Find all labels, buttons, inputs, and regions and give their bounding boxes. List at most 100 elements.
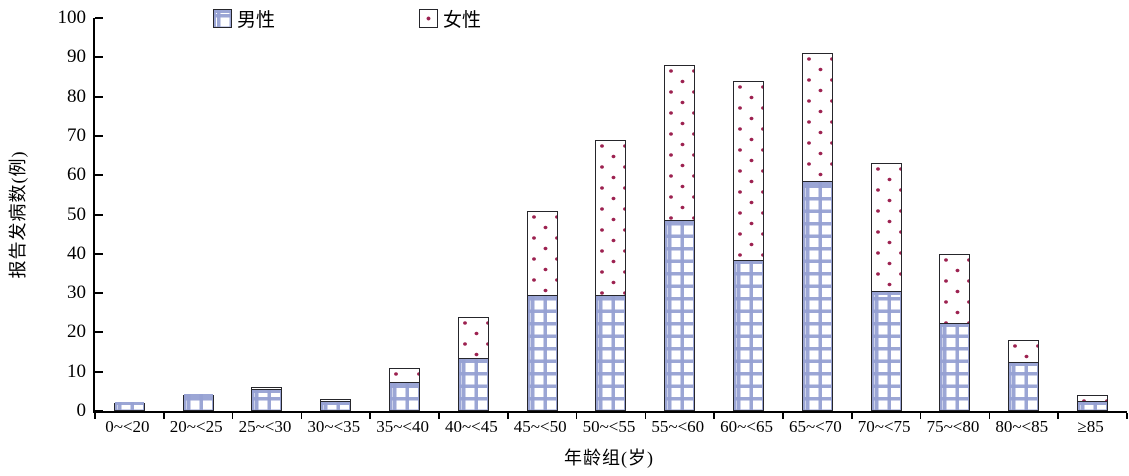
male-segment — [390, 382, 420, 410]
stacked-bar — [457, 316, 489, 411]
x-tick-mark — [300, 413, 303, 419]
male-segment — [596, 296, 626, 410]
x-tick-mark — [851, 413, 853, 419]
bar-slot — [233, 18, 302, 411]
x-category-label: 75~<80 — [926, 417, 980, 436]
male-legend-label: 男性 — [237, 10, 276, 31]
female-segment — [527, 211, 557, 297]
y-tick-mark — [95, 95, 103, 98]
stacked-bar — [182, 394, 214, 411]
bar-slot — [783, 18, 852, 411]
y-tick-mark — [95, 252, 103, 255]
female-segment — [390, 368, 420, 383]
bar-slot — [921, 18, 990, 411]
y-tick-mark — [95, 134, 103, 137]
x-tick-mark — [575, 413, 578, 419]
y-tick-mark — [95, 331, 103, 334]
female-segment — [458, 317, 488, 359]
male-segment — [734, 260, 764, 410]
stacked-bar — [664, 65, 696, 411]
male-segment — [1078, 402, 1108, 410]
male-segment — [802, 182, 832, 410]
bar-slot — [852, 18, 921, 411]
stacked-bar — [801, 53, 833, 411]
x-tick-mark — [988, 413, 991, 419]
bar-slot — [95, 18, 164, 411]
male-swatch-icon — [213, 9, 232, 28]
legend-item-female: 女性 — [419, 5, 481, 32]
y-tick-label: 0 — [76, 400, 87, 421]
bars-container — [95, 18, 1127, 411]
stacked-bar — [870, 163, 902, 411]
stacked-bar — [320, 399, 352, 411]
stacked-bar — [595, 139, 627, 411]
stacked-bar — [251, 387, 283, 411]
female-segment — [1009, 341, 1039, 363]
female-segment — [596, 140, 626, 297]
x-tick-mark — [438, 413, 440, 419]
stacked-bar — [1077, 395, 1109, 411]
stacked-bar — [733, 80, 765, 411]
bar-slot — [714, 18, 783, 411]
x-tick-mark — [94, 413, 96, 419]
x-category-label: 70~<75 — [857, 417, 911, 436]
x-category-label: ≥85 — [1077, 417, 1104, 436]
bar-slot — [1058, 18, 1127, 411]
y-tick-label: 60 — [67, 164, 86, 186]
male-segment — [665, 221, 695, 410]
x-category-label: 50~<55 — [582, 417, 636, 436]
x-tick-mark — [1057, 413, 1059, 419]
x-tick-mark — [1126, 413, 1128, 419]
bar-slot — [301, 18, 370, 411]
male-segment — [1009, 362, 1039, 410]
y-tick-label: 50 — [67, 203, 86, 225]
y-tick-label: 100 — [57, 7, 87, 28]
x-category-label: 35~<40 — [376, 417, 429, 436]
bar-slot — [370, 18, 439, 411]
stacked-bar — [939, 253, 971, 411]
y-tick-mark — [95, 292, 103, 295]
y-tick-mark — [95, 213, 103, 216]
plot-area — [93, 17, 1128, 419]
x-axis-labels: 0~<20 20~<25 25~<30 30~<35 35~<40 40~<45 45~<5… — [93, 417, 1125, 437]
y-tick-label: 90 — [67, 46, 86, 68]
bar-slot — [577, 18, 646, 411]
x-axis-title: 年龄组(岁) — [564, 448, 654, 468]
legend-item-male: 男性 — [213, 5, 275, 32]
y-tick-label: 10 — [67, 360, 86, 382]
y-tick-mark — [95, 56, 103, 59]
x-tick-mark — [369, 413, 371, 419]
x-tick-mark — [163, 413, 165, 419]
y-tick-label: 70 — [67, 124, 86, 146]
male-segment — [183, 394, 213, 410]
y-tick-label: 30 — [67, 282, 86, 304]
y-tick-mark — [95, 17, 103, 19]
x-tick-mark — [231, 413, 234, 419]
y-tick-mark — [95, 410, 103, 412]
y-tick-label: 20 — [67, 321, 86, 343]
female-segment — [321, 400, 351, 403]
x-tick-mark — [644, 413, 647, 419]
female-segment — [252, 388, 282, 391]
y-tick-label: 40 — [67, 242, 86, 264]
stacked-bar — [113, 402, 145, 411]
y-tick-mark — [95, 370, 103, 373]
bar-slot — [645, 18, 714, 411]
female-segment — [940, 254, 970, 324]
stacked-bar — [526, 210, 558, 411]
y-axis-title: 报告发病数(例) — [8, 150, 28, 279]
x-category-label: 40~<45 — [444, 417, 498, 436]
female-segment — [1078, 396, 1108, 403]
bar-slot — [439, 18, 508, 411]
x-tick-mark — [507, 413, 509, 419]
bar-slot — [508, 18, 577, 411]
x-category-label: 0~<20 — [105, 417, 150, 436]
x-category-label: 45~<50 — [513, 417, 567, 436]
female-segment — [665, 66, 695, 222]
female-swatch-icon — [419, 9, 438, 28]
female-segment — [871, 164, 901, 293]
stacked-bar — [1008, 340, 1040, 411]
x-category-label: 25~<30 — [238, 417, 292, 436]
male-segment — [940, 323, 970, 410]
